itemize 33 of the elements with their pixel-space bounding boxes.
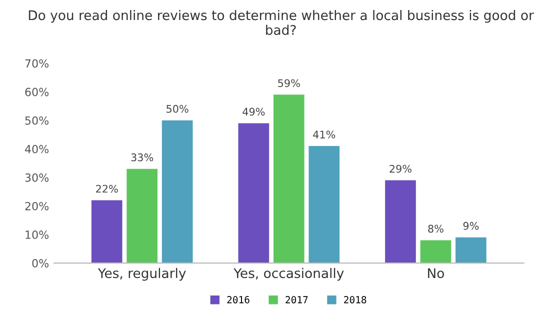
x-tick-label: Yes, regularly [98, 268, 186, 281]
legend-label: 2016 [227, 296, 250, 304]
bar [385, 180, 416, 264]
data-label: 59% [278, 79, 300, 88]
data-label: 29% [390, 164, 412, 173]
data-label: 22% [96, 184, 118, 193]
chart-title: Do you read online reviews to determine whether a local business is good or bad? [28, 10, 534, 35]
data-label: 49% [242, 108, 265, 116]
bar [162, 120, 193, 264]
legend-label: 2017 [286, 296, 308, 304]
data-label: 33% [131, 153, 154, 162]
y-tick-label: 20% [25, 202, 49, 210]
y-tick-label: 50% [25, 116, 49, 125]
y-tick-label: 30% [25, 173, 49, 182]
x-tick-label: Yes, occasionally [234, 268, 344, 281]
bar [420, 240, 452, 264]
bar [273, 94, 304, 264]
bar [238, 123, 270, 264]
y-tick-label: 0% [32, 259, 49, 268]
data-label: 9% [463, 222, 479, 230]
y-tick-label: 70% [25, 59, 49, 68]
bar [456, 237, 486, 264]
data-label: 50% [166, 104, 188, 113]
legend-label: 2018 [344, 296, 366, 304]
data-label: 41% [313, 130, 336, 138]
bar [308, 146, 340, 264]
y-tick-label: 10% [26, 230, 49, 239]
data-label: 8% [428, 224, 444, 233]
bar [126, 168, 158, 264]
y-tick-label: 60% [25, 88, 49, 96]
x-tick-label: No [428, 268, 444, 278]
bar [91, 200, 122, 264]
y-tick-label: 40% [24, 144, 49, 154]
